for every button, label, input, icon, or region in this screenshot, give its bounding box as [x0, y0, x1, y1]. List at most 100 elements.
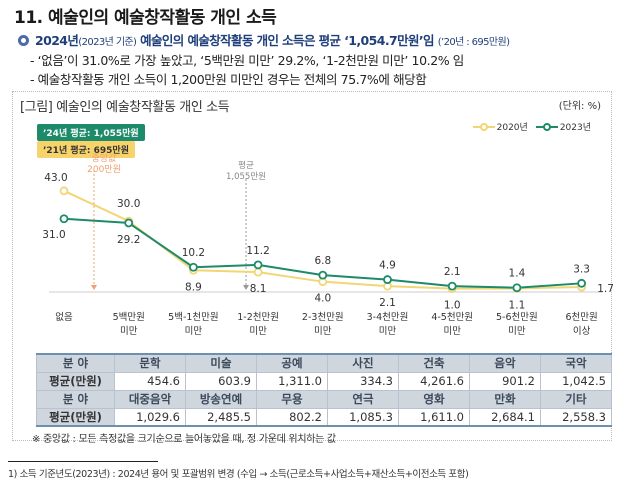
average-income-cell: 901.2	[469, 371, 541, 391]
data-label-2020: 43.0	[44, 172, 67, 184]
median-value-label: 200만원	[87, 164, 121, 175]
data-label-2020: 1.0	[444, 300, 461, 312]
x-tick-label: 5백만원	[113, 312, 145, 323]
summary-text: 예술인의 예술창작활동 개인 소득은 평균 ‘1,054.7만원’임	[140, 33, 434, 48]
x-tick-label: 미만	[379, 326, 397, 337]
summary-year: 2024년	[35, 33, 79, 48]
x-tick-label: 3-4천만원	[367, 312, 409, 323]
page-title: 11. 예술인의 예술창작활동 개인 소득	[14, 8, 277, 28]
data-point-2023	[124, 218, 134, 228]
summary-compare: (’20년 : 695만원)	[437, 37, 510, 48]
row-label: 분 야	[36, 353, 115, 373]
figure-frame: [그림] 예술인의 예술창작활동 개인 소득 (단위: %) 2020년 202…	[12, 91, 613, 441]
legend-label-2020: 2020년	[496, 123, 528, 133]
table-header-row: 분 야 대중음악 방송연예 무용 연극 영화 만화 기타	[36, 389, 612, 409]
data-point-2023	[512, 283, 522, 293]
data-point-2023	[188, 262, 198, 272]
x-tick-label: 미만	[185, 326, 203, 337]
mean-arrow-icon	[243, 285, 249, 290]
average-income-cell: 334.3	[327, 371, 399, 391]
legend-label-2023: 2023년	[559, 123, 591, 133]
data-label-2020: 4.0	[314, 293, 331, 305]
field-name-cell: 건축	[398, 353, 470, 373]
average-income-cell: 454.6	[114, 371, 186, 391]
data-label-2023: 11.2	[246, 245, 269, 257]
summary-bullet-2: - 예술창작활동 개인 소득이 1,200만원 미만인 경우는 전체의 75.7…	[30, 72, 427, 87]
field-name-cell: 연극	[327, 389, 399, 409]
row-label: 평균(만원)	[36, 371, 115, 391]
table-value-row: 평균(만원) 1,029.6 2,485.5 802.2 1,085.3 1,611.0 2…	[36, 407, 612, 427]
badge-2024-average: ’24년 평균: 1,055만원	[37, 124, 145, 141]
average-income-cell: 1,042.5	[540, 371, 612, 391]
legend-swatch-2020	[472, 122, 495, 131]
mean-value-label: 1,055만원	[226, 172, 266, 182]
data-label-2023: 3.3	[573, 263, 590, 275]
field-name-cell: 방송연예	[185, 389, 257, 409]
data-label-2020: 1.1	[509, 299, 526, 311]
x-tick-label: 2-3천만원	[302, 312, 344, 323]
bullet-icon	[18, 35, 29, 46]
data-label-2023: 10.2	[182, 247, 205, 259]
data-point-2023	[318, 270, 328, 280]
average-income-cell: 1,029.6	[114, 407, 186, 427]
unit-label: (단위: %)	[558, 101, 601, 112]
x-tick-label: 없음	[55, 311, 73, 323]
data-point-2023	[253, 260, 263, 270]
data-point-2020	[253, 267, 263, 277]
data-label-2023: 29.2	[117, 234, 140, 246]
legend-item-2020: 2020년	[472, 120, 528, 133]
table-value-row: 평균(만원) 454.6 603.9 1,311.0 334.3 4,261.6 901.2…	[36, 371, 612, 391]
data-label-2020: 8.9	[185, 281, 202, 293]
data-label-2023: 6.8	[314, 255, 331, 267]
field-name-cell: 공예	[256, 353, 328, 373]
summary-bullet-1: - ‘없음’이 31.0%로 가장 높았고, ‘5백만원 미만’ 29.2%, …	[30, 53, 464, 68]
field-name-cell: 사진	[327, 353, 399, 373]
x-tick-label: 미만	[443, 326, 461, 337]
data-point-2023	[59, 214, 69, 224]
average-income-cell: 2,485.5	[185, 407, 257, 427]
summary-year-note: (2023년 기준)	[78, 37, 137, 48]
data-label-2023: 31.0	[42, 229, 65, 241]
data-point-2023	[577, 278, 586, 288]
average-income-cell: 1,611.0	[398, 407, 470, 427]
x-tick-label: 5-6천만원	[496, 312, 538, 323]
field-name-cell: 만화	[469, 389, 541, 409]
field-name-cell: 기타	[540, 389, 612, 409]
average-income-cell: 2,558.3	[540, 407, 612, 427]
x-tick-label: 미만	[508, 326, 526, 337]
x-tick-label: 이상	[573, 326, 591, 337]
average-income-cell: 1,085.3	[327, 407, 399, 427]
data-point-2023	[383, 275, 392, 284]
data-point-2020	[59, 186, 69, 196]
field-name-cell: 미술	[185, 353, 257, 373]
x-tick-label: 미만	[314, 326, 332, 337]
table-header-row: 분 야 문학 미술 공예 사진 건축 음악 국악	[36, 353, 612, 373]
row-label: 평균(만원)	[36, 407, 115, 427]
field-name-cell: 영화	[398, 389, 470, 409]
footnote: 1) 소득 기준년도(2023년) : 2024년 용어 및 포괄범위 변경 (…	[8, 469, 469, 480]
field-name-cell: 국악	[540, 353, 612, 373]
chart-legend: 2020년 2023년	[472, 120, 591, 133]
x-tick-label: 1-2천만원	[237, 312, 279, 323]
summary-headline: 2024년(2023년 기준) 예술인의 예술창작활동 개인 소득은 평균 ‘1…	[18, 30, 510, 49]
field-name-cell: 음악	[469, 353, 541, 373]
field-name-cell: 문학	[114, 353, 186, 373]
x-tick-label: 4-5천만원	[431, 312, 473, 323]
x-tick-label: 6천만원	[565, 312, 597, 323]
average-income-cell: 802.2	[256, 407, 328, 427]
data-label-2020: 8.1	[250, 283, 267, 295]
x-tick-label: 미만	[249, 326, 267, 337]
legend-item-2023: 2023년	[535, 120, 591, 133]
median-note: ※ 중앙값 : 모든 측정값을 크기순으로 늘어놓았을 때, 정 가운데 위치하…	[32, 434, 336, 445]
field-name-cell: 무용	[256, 389, 328, 409]
median-arrow-icon	[91, 285, 97, 290]
data-label-2020: 30.0	[117, 198, 140, 210]
data-point-2023	[447, 281, 457, 291]
median-label: 중앙값	[92, 152, 117, 164]
footnote-divider	[8, 461, 158, 462]
average-income-cell: 1,311.0	[256, 371, 328, 391]
figure-title: [그림] 예술인의 예술창작활동 개인 소득	[20, 100, 230, 115]
average-income-cell: 603.9	[185, 371, 257, 391]
mean-label: 평균	[238, 160, 254, 171]
